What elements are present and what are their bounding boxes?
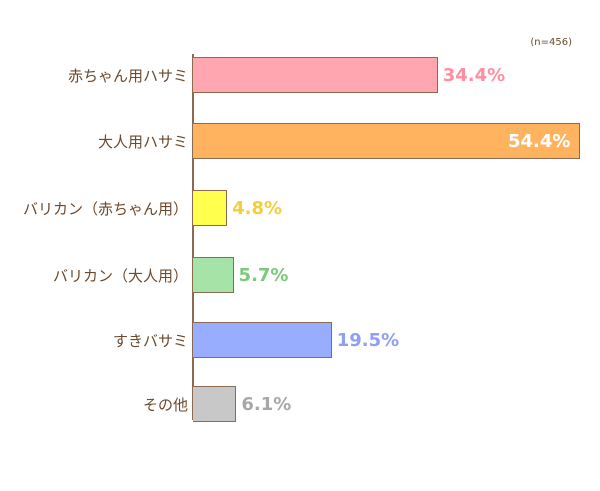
category-label: バリカン（大人用） (52, 267, 188, 285)
bar-row: 赤ちゃん用ハサミ 34.4% (0, 57, 600, 95)
bar-row: すきバサミ 19.5% (0, 322, 600, 360)
bar (193, 386, 237, 422)
category-label: バリカン（赤ちゃん用） (22, 200, 188, 218)
bar (193, 257, 234, 293)
value-label: 54.4% (508, 131, 571, 152)
bar-row: その他 6.1% (0, 386, 600, 424)
bar-row: バリカン（赤ちゃん用） 4.8% (0, 190, 600, 228)
value-label: 5.7% (238, 265, 289, 286)
category-label: 赤ちゃん用ハサミ (67, 67, 188, 85)
value-label: 6.1% (241, 394, 292, 415)
bar (193, 322, 332, 358)
sample-size-note: (n=456) (530, 37, 572, 48)
category-label: その他 (142, 396, 188, 414)
y-axis-line (192, 54, 194, 420)
bar-row: 大人用ハサミ 54.4% (0, 123, 600, 161)
bar (193, 190, 228, 226)
bar-row: バリカン（大人用） 5.7% (0, 257, 600, 295)
category-label: すきバサミ (112, 332, 188, 350)
bar (193, 57, 438, 93)
value-label: 4.8% (232, 198, 283, 219)
bar (193, 123, 580, 159)
value-label: 19.5% (336, 330, 400, 351)
category-label: 大人用ハサミ (97, 133, 188, 151)
value-label: 34.4% (442, 65, 506, 86)
